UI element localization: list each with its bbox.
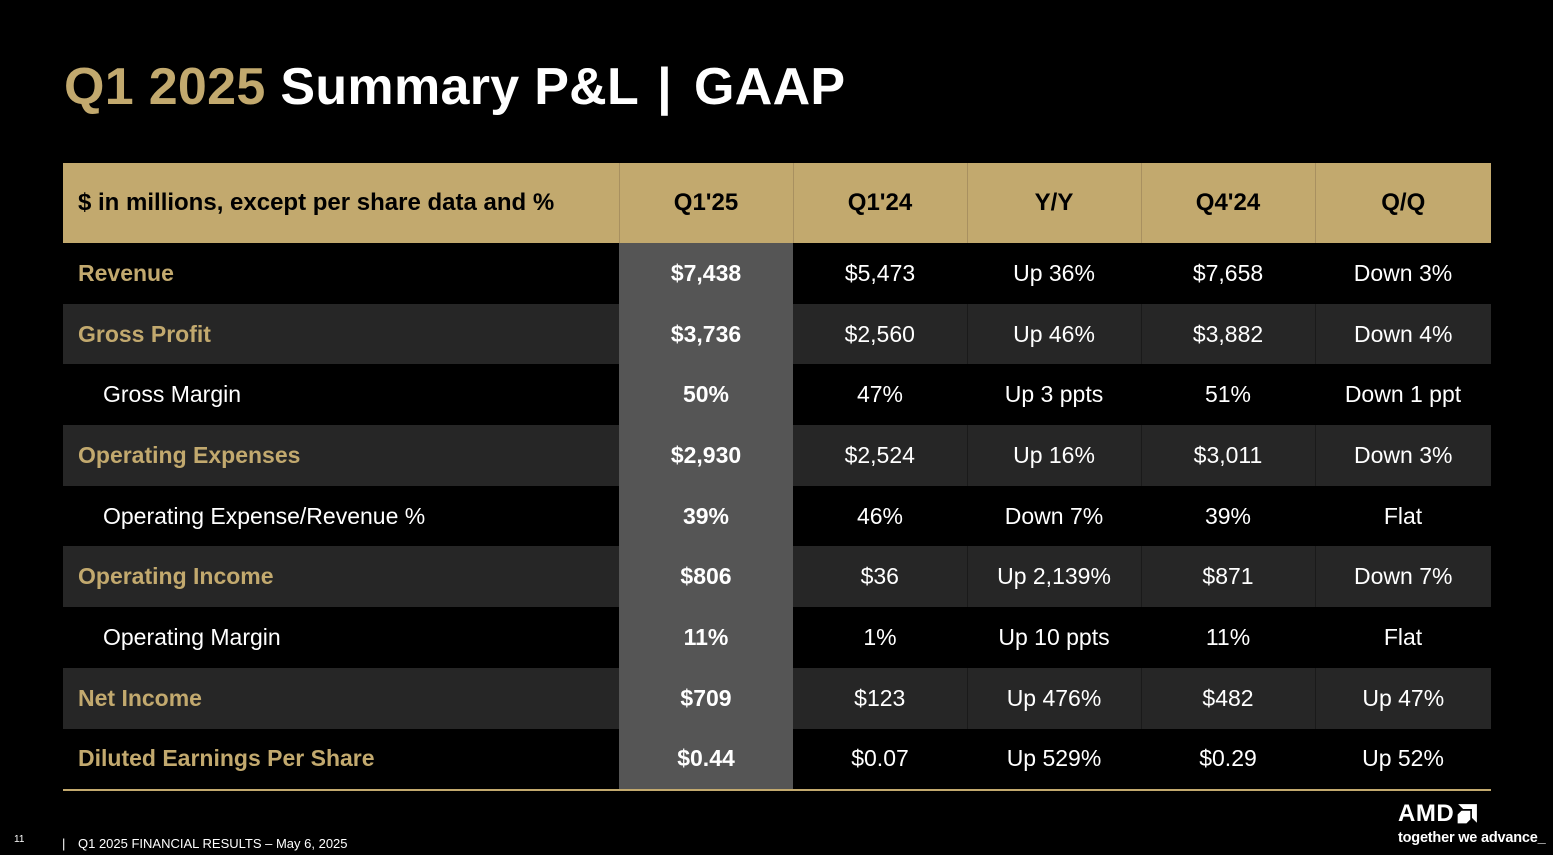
cell-qoq: Up 52% bbox=[1315, 728, 1491, 792]
cell-qoq: Flat bbox=[1383, 502, 1423, 529]
cell-yoy: Up 3 ppts bbox=[1004, 381, 1104, 408]
row-label: Gross Margin bbox=[103, 381, 242, 408]
cell-q1-25: $806 bbox=[619, 546, 793, 608]
cell-q1-25: $7,438 bbox=[619, 243, 793, 304]
column-header-label: $ in millions, except per share data and… bbox=[63, 163, 619, 243]
logo-wordmark: AMD bbox=[1398, 800, 1455, 827]
table-row-operating-margin: Operating Margin 11% 1% Up 10 ppts 11% F… bbox=[63, 607, 1491, 668]
cell-qoq: Flat bbox=[1383, 623, 1423, 650]
cell-yoy: Up 36% bbox=[1013, 259, 1095, 286]
cell-q1-25: $2,930 bbox=[619, 425, 793, 486]
row-label: Operating Income bbox=[63, 546, 619, 608]
cell-q4-24: $3,882 bbox=[1140, 303, 1315, 365]
cell-q1-24: $2,524 bbox=[793, 425, 967, 486]
footer-text: Q1 2025 FINANCIAL RESULTS – May 6, 2025 bbox=[78, 836, 348, 851]
cell-q1-24: 46% bbox=[856, 502, 904, 529]
cell-q1-24: $2,560 bbox=[793, 303, 967, 365]
table-row-operating-income: Operating Income $806 $36 Up 2,139% $871… bbox=[63, 546, 1491, 608]
table-row-operating-expenses: Operating Expenses $2,930 $2,524 Up 16% … bbox=[63, 425, 1491, 486]
column-header-qoq: Q/Q bbox=[1314, 163, 1491, 243]
cell-q1-24: $0.07 bbox=[793, 728, 967, 792]
table-header-row: $ in millions, except per share data and… bbox=[63, 163, 1491, 243]
cell-yoy: Up 476% bbox=[966, 667, 1141, 729]
cell-yoy: Up 2,139% bbox=[966, 546, 1141, 608]
cell-q1-24: $36 bbox=[793, 546, 967, 608]
title-main: Summary P&L bbox=[280, 58, 640, 116]
cell-yoy: Up 10 ppts bbox=[998, 623, 1110, 650]
column-header-yoy: Y/Y bbox=[966, 163, 1141, 243]
cell-q1-25: $709 bbox=[619, 667, 793, 729]
cell-q4-24: $7,658 bbox=[1192, 259, 1264, 286]
table-row-revenue: Revenue $7,438 $5,473 Up 36% $7,658 Down… bbox=[63, 243, 1491, 304]
cell-yoy: Up 16% bbox=[966, 425, 1141, 486]
column-header-q1-24: Q1'24 bbox=[792, 163, 967, 243]
cell-q1-25: 50% bbox=[619, 364, 793, 426]
cell-qoq: Down 3% bbox=[1314, 425, 1491, 486]
row-label: Gross Profit bbox=[63, 303, 619, 365]
row-label: Operating Expenses bbox=[63, 425, 619, 486]
cell-q4-24: 11% bbox=[1205, 623, 1251, 650]
column-header-q4-24: Q4'24 bbox=[1140, 163, 1315, 243]
logo-tagline: together we advance_ bbox=[1398, 830, 1546, 846]
cell-qoq: Down 3% bbox=[1353, 259, 1453, 286]
cell-yoy: Down 7% bbox=[1004, 502, 1104, 529]
cell-q4-24: $482 bbox=[1140, 667, 1315, 729]
row-label: Operating Margin bbox=[103, 623, 281, 650]
page-number: 11 bbox=[14, 834, 25, 845]
cell-q1-25: $0.44 bbox=[619, 728, 793, 792]
table-row-net-income: Net Income $709 $123 Up 476% $482 Up 47% bbox=[63, 667, 1491, 729]
cell-q4-24: $871 bbox=[1140, 546, 1315, 608]
cell-q1-24: 47% bbox=[856, 381, 904, 408]
cell-q4-24: 39% bbox=[1204, 502, 1252, 529]
cell-yoy: Up 46% bbox=[966, 303, 1141, 365]
summary-pl-table: $ in millions, except per share data and… bbox=[63, 163, 1491, 792]
title-accent: Q1 2025 bbox=[64, 58, 266, 116]
table-row-gross-profit: Gross Profit $3,736 $2,560 Up 46% $3,882… bbox=[63, 303, 1491, 365]
title-separator: | bbox=[657, 58, 672, 116]
cell-qoq: Down 4% bbox=[1314, 303, 1491, 365]
cell-qoq: Down 1 ppt bbox=[1344, 381, 1462, 408]
row-label: Diluted Earnings Per Share bbox=[63, 728, 619, 792]
cell-yoy: Up 529% bbox=[967, 728, 1141, 792]
cell-qoq: Down 7% bbox=[1314, 546, 1491, 608]
cell-q4-24: $3,011 bbox=[1140, 425, 1315, 486]
cell-q1-24: $5,473 bbox=[844, 259, 916, 286]
cell-q1-24: $123 bbox=[793, 667, 967, 729]
cell-qoq: Up 47% bbox=[1314, 667, 1491, 729]
cell-q1-24: 1% bbox=[863, 623, 897, 650]
cell-q1-25: $3,736 bbox=[619, 303, 793, 365]
cell-q4-24: 51% bbox=[1204, 381, 1252, 408]
cell-q4-24: $0.29 bbox=[1141, 728, 1315, 792]
cell-q1-25: 11% bbox=[619, 607, 793, 668]
table-row-diluted-eps: Diluted Earnings Per Share $0.44 $0.07 U… bbox=[63, 728, 1491, 792]
title-suffix: GAAP bbox=[693, 58, 846, 116]
table-row-gross-margin: Gross Margin 50% 47% Up 3 ppts 51% Down … bbox=[63, 364, 1491, 426]
footer-separator: | bbox=[62, 836, 66, 851]
cell-q1-25: 39% bbox=[619, 485, 793, 547]
row-label: Revenue bbox=[78, 259, 174, 286]
table-row-opex-revenue-pct: Operating Expense/Revenue % 39% 46% Down… bbox=[63, 485, 1491, 547]
row-label: Net Income bbox=[63, 667, 619, 729]
row-label: Operating Expense/Revenue % bbox=[103, 502, 426, 529]
amd-logo: AMD together we advance_ bbox=[1398, 800, 1548, 846]
amd-arrow-icon bbox=[1457, 804, 1478, 824]
column-header-q1-25: Q1'25 bbox=[618, 163, 793, 243]
page-title: Q1 2025 Summary P&L | GAAP bbox=[64, 52, 845, 122]
